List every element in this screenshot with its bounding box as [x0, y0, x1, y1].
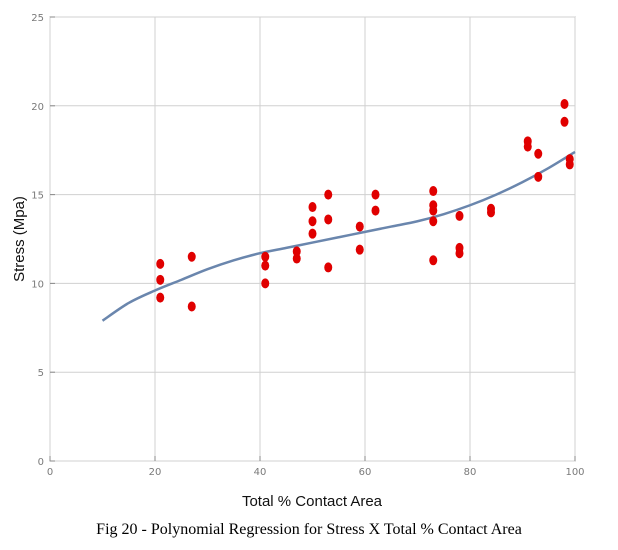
figure-caption: Fig 20 - Polynomial Regression for Stres…: [96, 521, 522, 538]
data-point: [565, 159, 574, 170]
data-point: [261, 278, 270, 289]
x-tick-label: 100: [565, 467, 584, 478]
regression-curve: [101, 150, 576, 322]
data-point: [371, 189, 380, 200]
data-point: [429, 205, 438, 216]
data-point: [156, 274, 165, 285]
data-point: [429, 186, 438, 197]
regression-curve-layer: [101, 150, 576, 322]
plot-frame: [49, 16, 576, 462]
x-tick-label: 40: [254, 467, 267, 478]
y-axis-title: Stress (Mpa): [11, 196, 28, 282]
x-tick-label: 80: [464, 467, 477, 478]
data-point: [429, 216, 438, 227]
x-tick-label: 60: [359, 467, 372, 478]
data-point: [560, 99, 569, 110]
y-tick-label: 20: [31, 102, 44, 113]
x-axis-title: Total % Contact Area: [242, 493, 383, 510]
y-tick-label: 25: [31, 13, 44, 24]
data-point: [187, 301, 196, 312]
data-point: [187, 251, 196, 262]
x-tick-label: 0: [47, 467, 53, 478]
data-point: [156, 292, 165, 303]
data-point: [534, 171, 543, 182]
data-point: [292, 246, 301, 257]
data-point: [487, 207, 495, 218]
data-point: [156, 258, 165, 269]
data-point: [455, 210, 464, 221]
data-point: [523, 141, 532, 152]
data-point: [371, 205, 380, 216]
chart: 0 20 40 60 80 100 0 5 10 15 20 25 Total % Contact A…: [11, 13, 585, 510]
data-point: [292, 253, 301, 264]
data-point: [429, 255, 438, 266]
x-tick-label: 20: [149, 467, 162, 478]
data-point: [455, 248, 464, 259]
data-point: [324, 262, 333, 273]
data-point: [261, 251, 270, 262]
data-point: [560, 116, 569, 127]
data-point: [261, 260, 270, 271]
data-point: [308, 216, 317, 227]
y-tick-label: 5: [38, 368, 44, 379]
grid: [49, 16, 576, 462]
y-tick-label: 15: [31, 191, 44, 202]
data-point: [308, 202, 317, 213]
y-tick-label: 0: [38, 457, 44, 468]
data-point: [308, 228, 317, 239]
scatter-points: [156, 99, 574, 312]
data-point: [355, 244, 364, 255]
data-point: [355, 221, 364, 232]
data-point: [324, 189, 333, 200]
y-tick-label: 10: [31, 279, 44, 290]
data-point: [324, 214, 333, 225]
data-point: [534, 148, 543, 159]
axis-ticks: 0 20 40 60 80 100 0 5 10 15 20 25: [31, 13, 584, 478]
